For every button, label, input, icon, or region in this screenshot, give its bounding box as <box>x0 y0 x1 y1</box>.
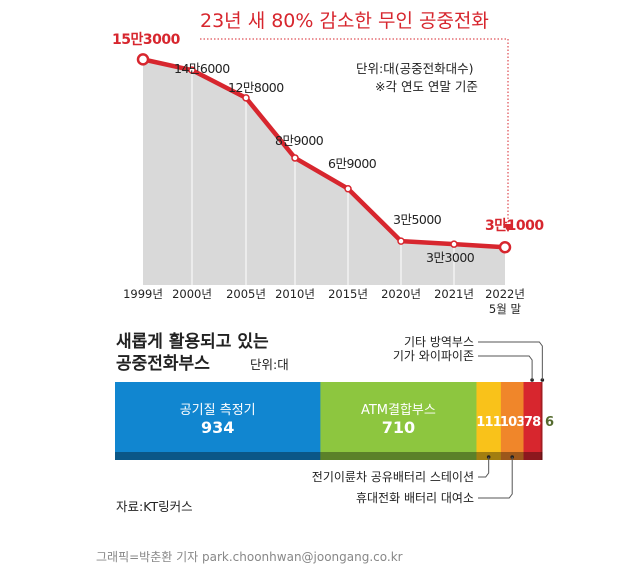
line-chart-title: 23년 새 80% 감소한 무인 공중전화 <box>200 10 489 32</box>
callout-line <box>478 457 490 478</box>
bar-shadow-tint <box>115 452 321 460</box>
bar-shadow-tint <box>540 452 543 460</box>
series-line <box>142 57 506 250</box>
x-tick-label: 2015년 <box>328 287 368 301</box>
x-tick-label: 2020년 <box>381 287 421 301</box>
segment-value: 111 <box>476 415 501 430</box>
x-tick-label: 2000년 <box>172 287 212 301</box>
unit-note: 단위:대(공중전화대수) <box>356 61 474 76</box>
callout-label: 기가 와이파이존 <box>393 349 474 363</box>
bar-segment <box>320 382 477 452</box>
segment-name: ATM결합부스 <box>361 403 436 418</box>
segment-value: 78 <box>524 415 541 430</box>
bar-shadow-tint <box>523 452 542 460</box>
x-tick-label: 1999년 <box>123 287 163 301</box>
x-tick-label: 2005년 <box>226 287 266 301</box>
segment-value: 103 <box>500 415 525 430</box>
area-fill <box>143 59 505 285</box>
callout-label: 휴대전화 배터리 대여소 <box>356 491 474 505</box>
bar-segment <box>500 382 525 452</box>
data-label: 3만5000 <box>393 212 442 227</box>
bar-shadow <box>115 452 321 460</box>
bar-segment <box>523 382 542 452</box>
x-tick-label: 5월 말 <box>489 302 522 316</box>
bar-title-line1: 새롭게 활용되고 있는 <box>116 332 269 352</box>
segment-value: 710 <box>382 418 415 437</box>
segment-value: 934 <box>201 418 234 437</box>
source: 자료:KT링커스 <box>116 499 193 514</box>
data-label: 3만3000 <box>426 250 475 265</box>
data-point <box>136 53 150 66</box>
segment-value: 6 <box>545 415 554 430</box>
data-point <box>291 154 299 162</box>
bar-segment <box>540 382 543 452</box>
leader-line <box>200 38 509 230</box>
arrow-head <box>503 224 513 232</box>
x-tick-label: 2010년 <box>275 287 315 301</box>
bar-segment <box>115 382 321 452</box>
segment-name: 공기질 측정기 <box>180 403 256 418</box>
bar-unit: 단위:대 <box>250 357 289 372</box>
x-tick-label: 2022년 <box>485 287 525 301</box>
credit: 그래픽=박춘환 기자 park.choonhwan@joongang.co.kr <box>96 550 403 564</box>
callout-line <box>478 341 543 380</box>
data-label: 6만9000 <box>328 156 377 171</box>
x-tick-label: 2021년 <box>434 287 474 301</box>
data-point <box>450 240 458 248</box>
data-point <box>242 94 250 102</box>
bar-shadow <box>320 452 477 460</box>
callout-line <box>478 457 513 499</box>
data-label: 3만1000 <box>485 218 544 234</box>
bar-shadow-tint <box>320 452 477 460</box>
bar-segment <box>476 382 502 452</box>
data-label: 14만6000 <box>174 61 230 76</box>
callout-line <box>478 355 533 380</box>
data-point <box>188 66 196 74</box>
bar-shadow <box>523 452 542 460</box>
bar-title-line2: 공중전화부스 <box>116 354 210 374</box>
bar-shadow <box>540 452 543 460</box>
data-label: 15만3000 <box>112 32 181 48</box>
data-label: 8만9000 <box>275 133 324 148</box>
callout-label: 전기이륜차 공유배터리 스테이션 <box>312 470 474 484</box>
data-point <box>397 237 405 245</box>
basis-note: ※각 연도 연말 기준 <box>375 79 478 94</box>
data-point <box>498 241 512 254</box>
data-label: 12만8000 <box>228 80 284 95</box>
callout-label: 기타 방역부스 <box>404 335 474 349</box>
data-point <box>344 184 352 193</box>
